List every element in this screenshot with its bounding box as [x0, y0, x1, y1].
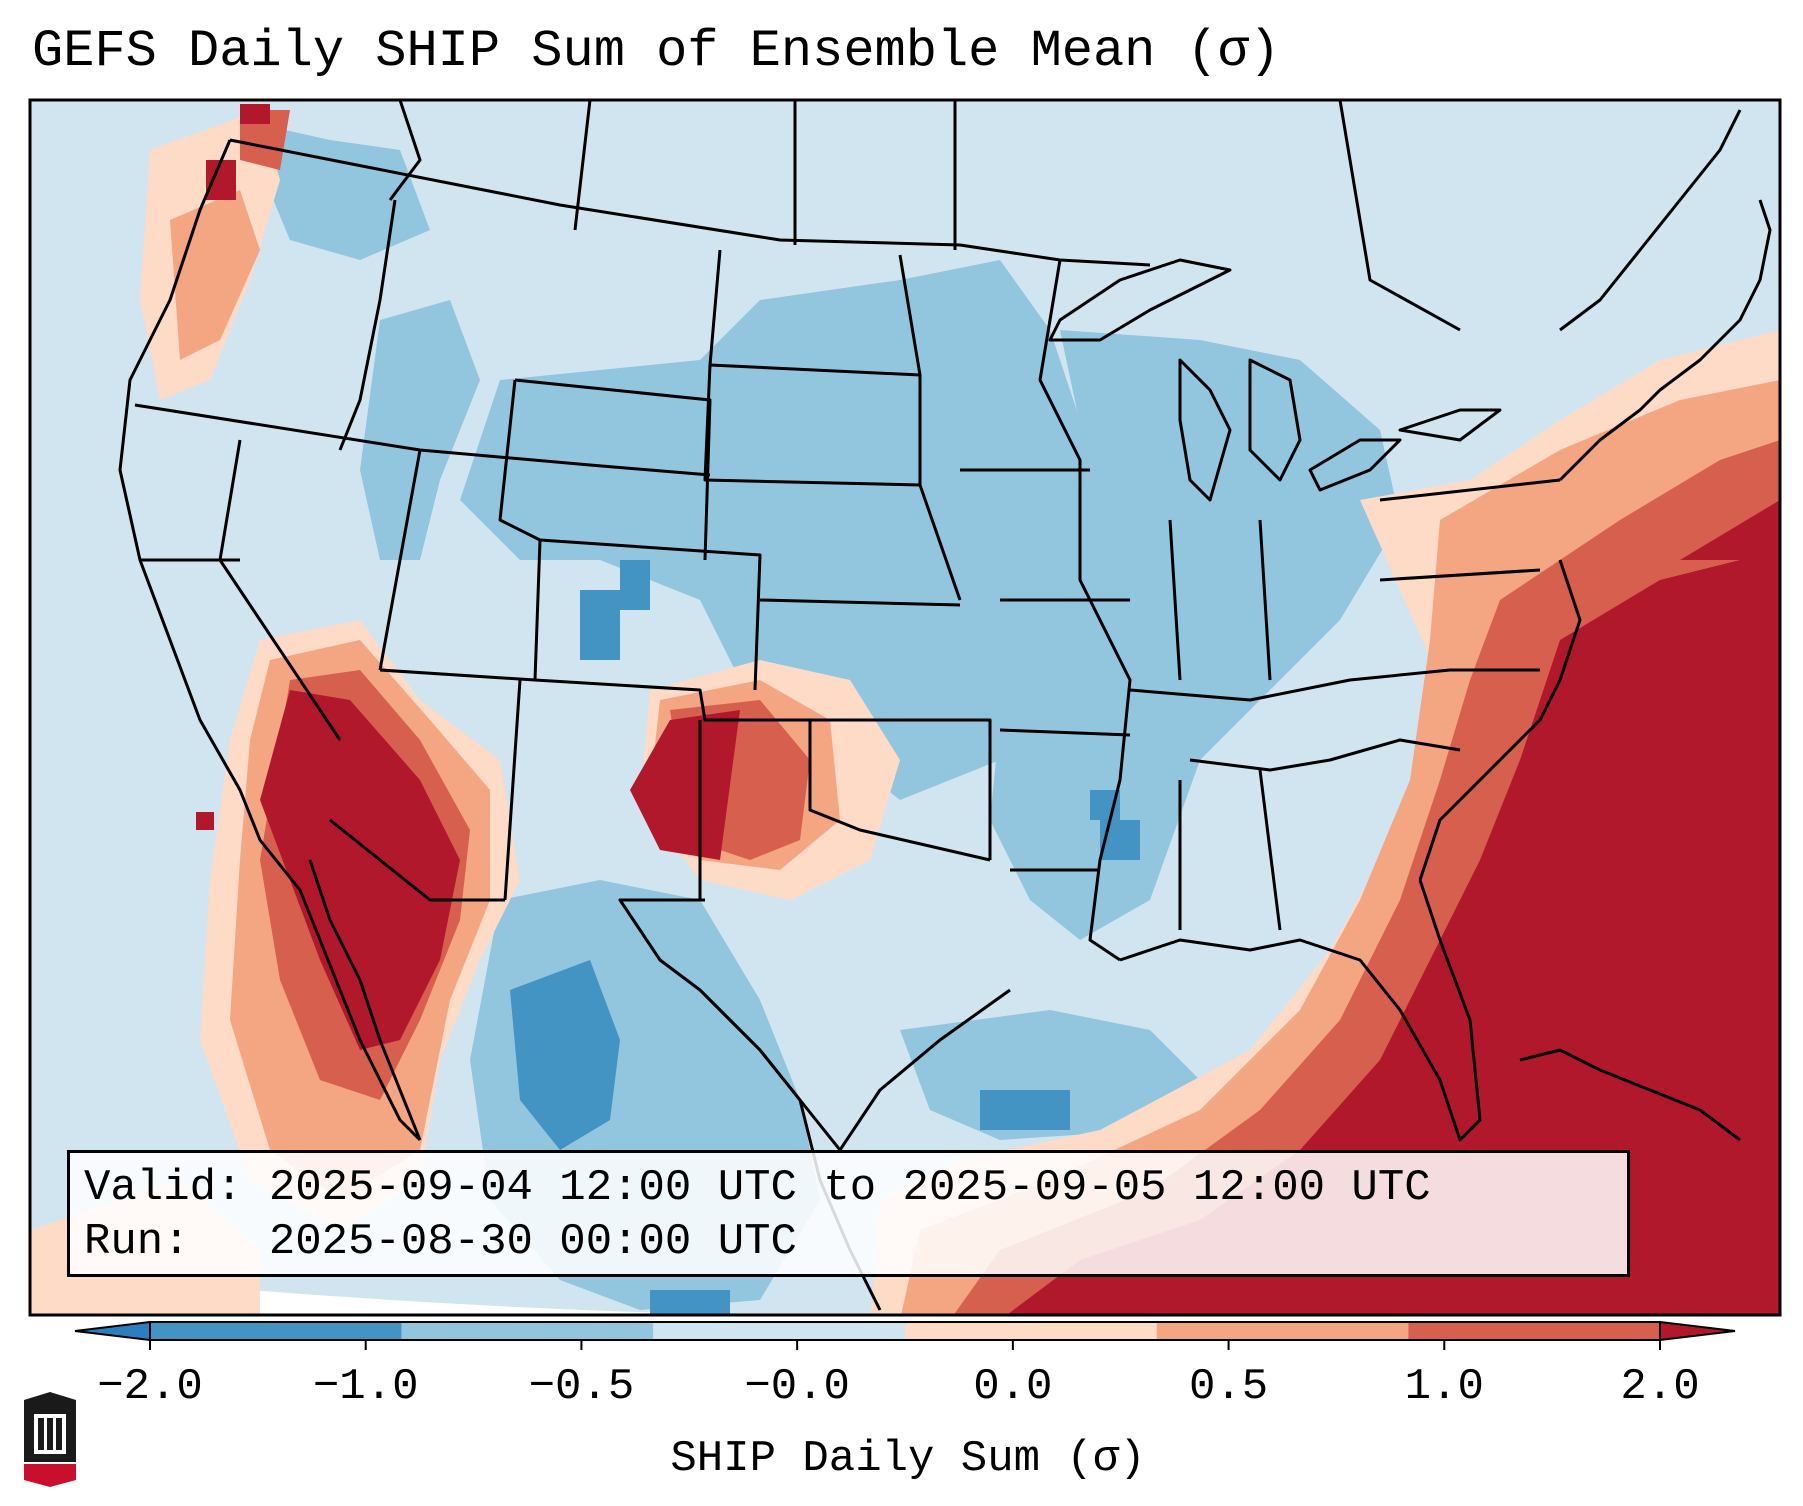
colorbar-segment — [905, 1322, 1157, 1340]
colorbar: −2.0 −1.0 −0.5 −0.0 0.0 0.5 1.0 2.0 — [74, 1320, 1736, 1412]
strong-positive-regions — [196, 104, 1780, 1315]
boundaries — [118, 100, 1772, 1311]
colorbar-extend-high — [1659, 1320, 1736, 1342]
colorbar-segment — [1156, 1322, 1409, 1340]
map-title: GEFS Daily SHIP Sum of Ensemble Mean (σ) — [32, 22, 1281, 81]
colorbar-tick-label: 2.0 — [1620, 1362, 1699, 1412]
colorbar-label: SHIP Daily Sum (σ) — [670, 1434, 1145, 1484]
gulf-negative — [900, 1010, 1200, 1140]
colorbar-segment — [653, 1322, 905, 1340]
idaho-negative — [360, 300, 480, 560]
colorbar-tick-label: 1.0 — [1405, 1362, 1484, 1412]
info-box: Valid: 2025-09-04 12:00 UTC to 2025-09-0… — [67, 1150, 1630, 1277]
colorbar-extend-low — [74, 1320, 151, 1342]
colorbar-tick-label: −0.0 — [744, 1362, 850, 1412]
colorbar-frame — [149, 1321, 1661, 1341]
colorbar-tick-label: −2.0 — [97, 1362, 203, 1412]
colorbar-segment — [150, 1322, 402, 1340]
map-panel — [30, 100, 1780, 1315]
central-plains-negative — [460, 260, 1120, 800]
run-label: Run: — [84, 1217, 190, 1267]
valid-label: Valid: — [84, 1163, 243, 1213]
valid-value: 2025-09-04 12:00 UTC to 2025-09-05 12:00… — [268, 1163, 1431, 1213]
colorbar-tick-label: −1.0 — [313, 1362, 419, 1412]
run-value: 2025-08-30 00:00 UTC — [268, 1217, 797, 1267]
bc-negative — [240, 120, 430, 260]
strong-negative-regions — [510, 560, 1140, 1315]
map-frame — [28, 98, 1782, 1317]
midwest-south-negative — [990, 330, 1400, 940]
colorbar-tick-label: 0.0 — [973, 1362, 1052, 1412]
colorbar-tick-label: −0.5 — [529, 1362, 635, 1412]
colorbar-tick-label: 0.5 — [1189, 1362, 1268, 1412]
colorbar-segment — [1408, 1322, 1660, 1340]
colorbar-segment — [401, 1322, 654, 1340]
niu-logo — [20, 1392, 80, 1487]
